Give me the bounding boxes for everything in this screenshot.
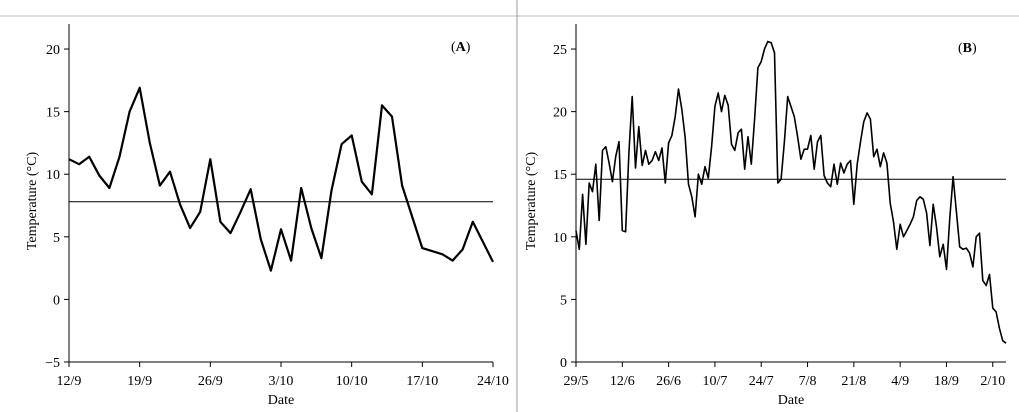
x-tick-label: 18/9	[934, 374, 959, 389]
y-tick-label: 10	[46, 168, 60, 183]
x-tick-label: 21/8	[841, 374, 866, 389]
y-tick-label: −5	[45, 356, 60, 371]
x-tick-label: 3/10	[269, 374, 294, 389]
x-tick-label: 2/10	[980, 374, 1005, 389]
x-tick-label: 17/10	[406, 374, 438, 389]
panel-label: (A)	[451, 40, 471, 55]
panel-label-close: )	[466, 40, 471, 55]
x-tick-label: 24/7	[749, 374, 774, 389]
y-tick-label: 0	[560, 356, 567, 371]
temperature-series-line	[68, 86, 494, 272]
x-tick-label: 12/6	[610, 374, 635, 389]
y-tick-label: 20	[46, 43, 60, 58]
y-axis-title: Temperature (°C)	[25, 152, 40, 251]
x-tick-label: 12/9	[57, 374, 82, 389]
temperature-series-line	[575, 40, 1007, 344]
panel-label-letter: B	[963, 41, 972, 56]
panel-label: (B)	[958, 41, 977, 56]
panel-b: 0 5 10 15 20 25 29/5 12/6 26/6 10/7 24/7 7/8 21/8 4/9…	[524, 24, 1007, 408]
panel-label-letter: A	[456, 40, 467, 55]
panel-label-open: (	[451, 40, 456, 55]
y-tick-label: 15	[46, 106, 60, 121]
x-tick-label: 19/9	[127, 374, 152, 389]
panel-label-open: (	[958, 41, 963, 56]
x-tick-label: 10/7	[702, 374, 727, 389]
y-tick-label: 15	[553, 168, 567, 183]
x-tick-label: 24/10	[477, 374, 509, 389]
y-axis-title: Temperature (°C)	[524, 152, 539, 251]
x-tick-label: 10/10	[336, 374, 368, 389]
x-tick-label: 4/9	[891, 374, 909, 389]
y-tick-label: 20	[553, 106, 567, 121]
x-tick-label: 26/6	[656, 374, 681, 389]
panel-a: −5 0 5 10 15 20 12/9 19/9 26/9 3/10 10/10 17/10 24/1…	[25, 24, 509, 408]
y-tick-label: 25	[553, 43, 567, 58]
x-axis-title: Date	[778, 393, 804, 408]
y-tick-label: 10	[553, 231, 567, 246]
x-tick-label: 7/8	[799, 374, 817, 389]
y-tick-label: 0	[53, 293, 60, 308]
x-tick-label: 26/9	[198, 374, 223, 389]
x-axis-title: Date	[268, 393, 294, 408]
x-tick-label: 29/5	[564, 374, 589, 389]
y-tick-label: 5	[53, 231, 60, 246]
panel-label-close: )	[972, 41, 977, 56]
y-tick-label: 5	[560, 293, 567, 308]
